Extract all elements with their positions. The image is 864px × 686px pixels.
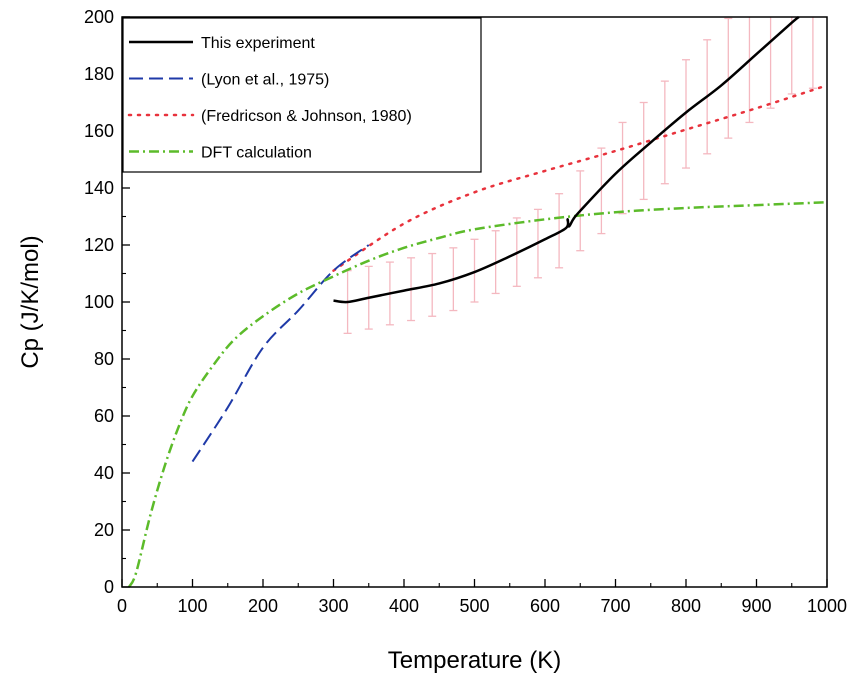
error-bar bbox=[470, 238, 479, 303]
x-tick-label: 100 bbox=[177, 596, 207, 616]
series-line-this-experiment bbox=[333, 16, 800, 304]
series-layer bbox=[127, 16, 829, 588]
legend-label: (Fredricson & Johnson, 1980) bbox=[201, 108, 412, 125]
error-bar bbox=[808, 17, 817, 89]
axes-layer: 0 100 200 300 400 500 600 700 800 900 1000 0 20 40 60 8… bbox=[84, 7, 847, 616]
y-tick-label: 0 bbox=[104, 577, 114, 597]
x-tick-label: 400 bbox=[389, 596, 419, 616]
legend-item: (Fredricson & Johnson, 1980) bbox=[127, 108, 412, 125]
series-line-dft-calculation bbox=[127, 201, 828, 588]
series-line-lyon-et-al-1975 bbox=[191, 244, 370, 463]
x-tick-label: 200 bbox=[248, 596, 278, 616]
x-tick-label: 600 bbox=[530, 596, 560, 616]
y-axis-title: Cp (J/K/mol) bbox=[17, 235, 44, 368]
y-tick-label: 40 bbox=[94, 463, 114, 483]
legend-label: This experiment bbox=[201, 35, 315, 52]
y-tick-label: 140 bbox=[84, 178, 114, 198]
error-bar bbox=[766, 17, 775, 109]
error-bar bbox=[639, 101, 648, 201]
error-bar bbox=[745, 17, 754, 124]
legend-item: (Lyon et al., 1975) bbox=[129, 72, 329, 89]
y-tick-label: 80 bbox=[94, 349, 114, 369]
y-tick-label: 200 bbox=[84, 7, 114, 27]
x-tick-label: 800 bbox=[671, 596, 701, 616]
x-tick-label: 300 bbox=[318, 596, 348, 616]
legend-label: DFT calculation bbox=[201, 145, 312, 162]
legend-item: This experiment bbox=[129, 35, 315, 52]
legend: This experiment (Lyon et al., 1975) (Fredr… bbox=[122, 17, 482, 173]
x-tick-label: 700 bbox=[600, 596, 630, 616]
error-bar bbox=[660, 80, 669, 185]
legend-item: DFT calculation bbox=[129, 145, 312, 162]
x-tick-label: 0 bbox=[117, 596, 127, 616]
error-bar bbox=[555, 193, 564, 269]
y-tick-label: 180 bbox=[84, 64, 114, 84]
error-bar bbox=[597, 147, 606, 235]
y-tick-label: 100 bbox=[84, 292, 114, 312]
x-axis-title: Temperature (K) bbox=[388, 647, 561, 674]
x-tick-label: 500 bbox=[459, 596, 489, 616]
y-tick-label: 120 bbox=[84, 235, 114, 255]
y-tick-label: 160 bbox=[84, 121, 114, 141]
x-tick-label: 1000 bbox=[807, 596, 847, 616]
x-tick-label: 900 bbox=[741, 596, 771, 616]
y-tick-label: 20 bbox=[94, 520, 114, 540]
error-bar bbox=[787, 17, 796, 95]
y-tick-label: 60 bbox=[94, 406, 114, 426]
legend-box bbox=[122, 17, 482, 173]
legend-label: (Lyon et al., 1975) bbox=[201, 72, 329, 89]
